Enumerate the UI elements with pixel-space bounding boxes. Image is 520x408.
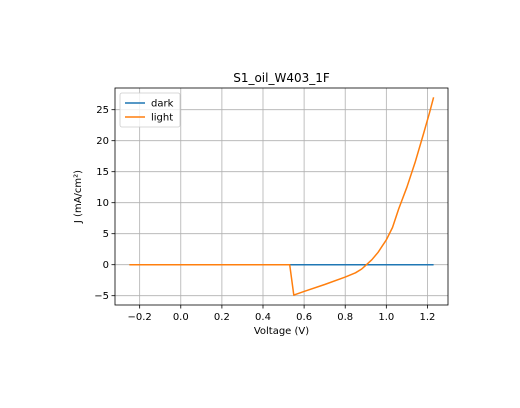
x-tick-label: 0.2 — [214, 312, 230, 323]
legend-label-light: light — [151, 113, 173, 124]
chart-title: S1_oil_W403_1F — [233, 71, 330, 85]
y-axis-label: J (mA/cm²) — [73, 170, 84, 224]
plot-frame — [114, 87, 449, 306]
legend-box — [119, 92, 181, 128]
legend: dark light — [119, 92, 181, 128]
x-tick-label: 1.2 — [419, 312, 435, 323]
x-tick-label: 1.0 — [378, 312, 394, 323]
x-tick-label: 0.4 — [255, 312, 271, 323]
y-tick-label: 0 — [103, 260, 109, 271]
y-ticks: −5 0 5 10 15 20 25 — [94, 105, 115, 302]
x-ticks: −0.2 0.0 0.2 0.4 0.6 0.8 1.0 1.2 — [128, 305, 435, 323]
series-line-light — [129, 97, 435, 296]
y-tick-label: 25 — [96, 105, 109, 116]
series-lines — [129, 97, 435, 296]
y-tick-label: −5 — [94, 291, 109, 302]
x-tick-label: 0.6 — [296, 312, 312, 323]
y-tick-label: 10 — [96, 198, 109, 209]
x-axis-label: Voltage (V) — [254, 326, 309, 337]
x-tick-label: −0.2 — [128, 312, 152, 323]
legend-label-dark: dark — [151, 99, 174, 110]
x-tick-label: 0.0 — [173, 312, 189, 323]
y-tick-label: 20 — [96, 136, 109, 147]
y-tick-label: 5 — [103, 229, 109, 240]
x-tick-label: 0.8 — [337, 312, 353, 323]
y-tick-label: 15 — [96, 167, 109, 178]
